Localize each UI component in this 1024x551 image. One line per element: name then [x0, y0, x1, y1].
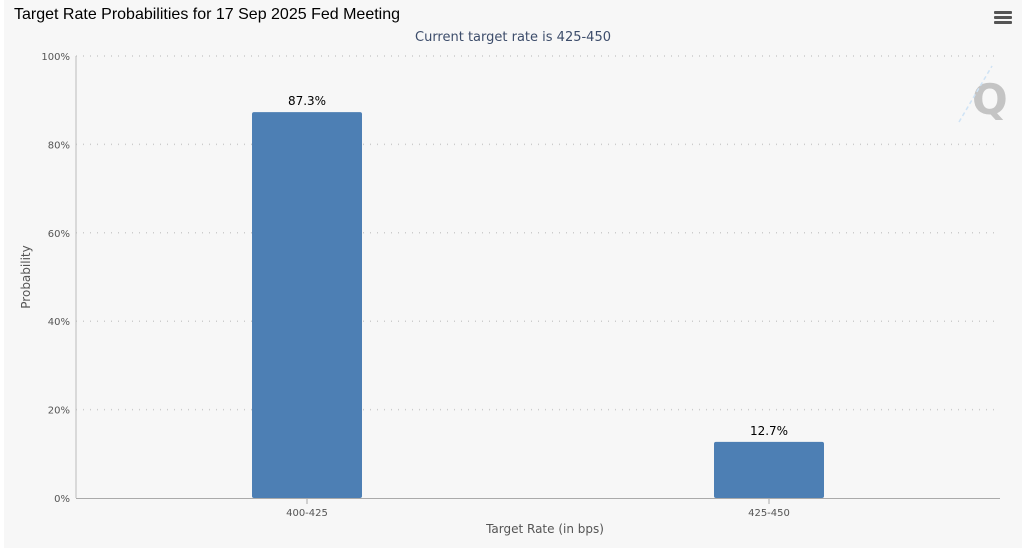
hamburger-menu-icon[interactable]: [994, 11, 1012, 25]
data-label: 87.3%: [288, 94, 326, 108]
svg-text:Q: Q: [972, 75, 1008, 124]
y-tick-label: 20%: [48, 406, 70, 417]
y-tick-label: 100%: [41, 52, 70, 63]
logo-watermark: Q: [958, 65, 1008, 124]
bar: [252, 112, 362, 498]
x-axis-label: Target Rate (in bps): [485, 522, 604, 536]
chart-svg: Q Probability Target Rate (in bps) 0% 20%…: [19, 52, 1008, 536]
chart-subtitle: Current target rate is 425-450: [415, 30, 611, 45]
bar: [714, 441, 824, 498]
x-tick-label: 400-425: [286, 508, 328, 519]
data-label: 12.7%: [750, 424, 788, 438]
y-tick-label: 0%: [54, 494, 70, 505]
y-axis-label: Probability: [19, 245, 33, 308]
y-tick-label: 80%: [48, 140, 70, 151]
y-tick-label: 40%: [48, 317, 70, 328]
chart-container: Target Rate Probabilities for 17 Sep 202…: [4, 0, 1022, 548]
x-tick-label: 425-450: [748, 508, 790, 519]
y-tick-label: 60%: [48, 229, 70, 240]
chart-title: Target Rate Probabilities for 17 Sep 202…: [14, 6, 401, 23]
